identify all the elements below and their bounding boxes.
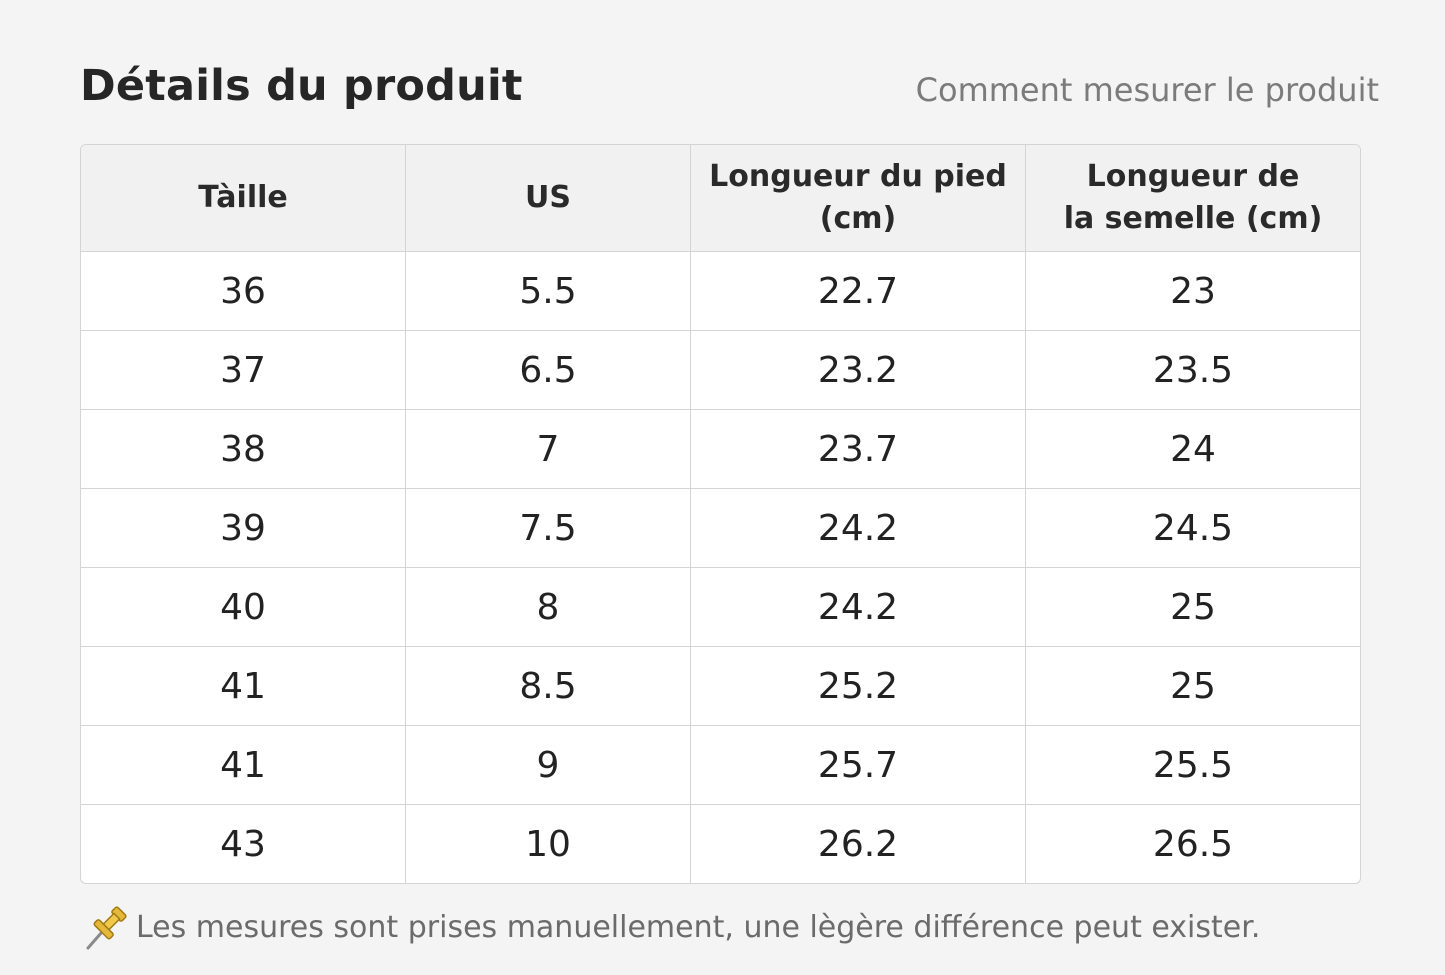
table-cell: 23.7 [691, 410, 1026, 489]
table-cell: 38 [81, 410, 406, 489]
table-row: 39 7.5 24.2 24.5 [81, 489, 1360, 568]
table-cell: 5.5 [406, 252, 691, 331]
table-cell: 8 [406, 568, 691, 647]
size-chart-table: Tàille US Longueur du pied (cm) Longueur de l… [80, 144, 1361, 884]
pushpin-icon [82, 902, 128, 954]
note-text: Les mesures sont prises manuellement, un… [136, 910, 1261, 945]
table-body: 36 5.5 22.7 23 37 6.5 23.2 23.5 38 7 23.7 24 39 7.5 24… [81, 252, 1360, 883]
table-cell: 25 [1026, 568, 1360, 647]
table-cell: 25.2 [691, 647, 1026, 726]
table-row: 37 6.5 23.2 23.5 [81, 331, 1360, 410]
table-cell: 26.5 [1152, 823, 1234, 865]
column-header-3: Longueur du pied (cm) [691, 145, 1026, 252]
table-cell: 25 [1026, 647, 1360, 726]
table-row: 43 10 26.2 26.5 [81, 805, 1360, 883]
table-cell: 36 [81, 252, 406, 331]
table-cell: 7.5 [406, 489, 691, 568]
table-cell: 9 [406, 726, 691, 805]
table-row: 40 8 24.2 25 [81, 568, 1360, 647]
table-cell: 23 [1026, 252, 1360, 331]
table-cell: 24 [1026, 410, 1360, 489]
table-cell: 26.2 [691, 805, 1026, 883]
table-header-row: Tàille US Longueur du pied (cm) Longueur de l… [81, 145, 1360, 252]
table-cell: 10 [406, 805, 691, 883]
table-cell: 23.5 [1026, 331, 1360, 410]
table-cell: 24.2 [691, 568, 1026, 647]
table-cell: 37 [81, 331, 406, 410]
column-header-4: Longueur de la semelle (cm) [1026, 145, 1360, 252]
table-cell: 7 [406, 410, 691, 489]
measurement-note: Les mesures sont prises manuellement, un… [82, 898, 1260, 958]
column-header-2: US [406, 145, 691, 252]
table-cell: 41 [81, 726, 406, 805]
table-row: 41 8.5 25.2 25 [81, 647, 1360, 726]
table-cell: 24.2 [691, 489, 1026, 568]
table-cell: 24.5 [1026, 489, 1360, 568]
table-row: 41 9 25.7 25.5 [81, 726, 1360, 805]
table-cell: 25.5 [1026, 726, 1360, 805]
table-cell: 6.5 [406, 331, 691, 410]
table-cell: 41 [81, 647, 406, 726]
table-cell: 25.7 [691, 726, 1026, 805]
table-row: 36 5.5 22.7 23 [81, 252, 1360, 331]
page-title: Détails du produit [80, 61, 523, 111]
table-cell: 43 [81, 805, 406, 883]
table-row: 38 7 23.7 24 [81, 410, 1360, 489]
table-cell: 39 [81, 489, 406, 568]
table-cell: 8.5 [406, 647, 691, 726]
how-to-measure-link[interactable]: Comment mesurer le produit [915, 71, 1379, 109]
table-cell: 22.7 [691, 252, 1026, 331]
table-cell: 23.2 [691, 331, 1026, 410]
column-header-1: Tàille [81, 145, 406, 252]
table-cell: 40 [81, 568, 406, 647]
